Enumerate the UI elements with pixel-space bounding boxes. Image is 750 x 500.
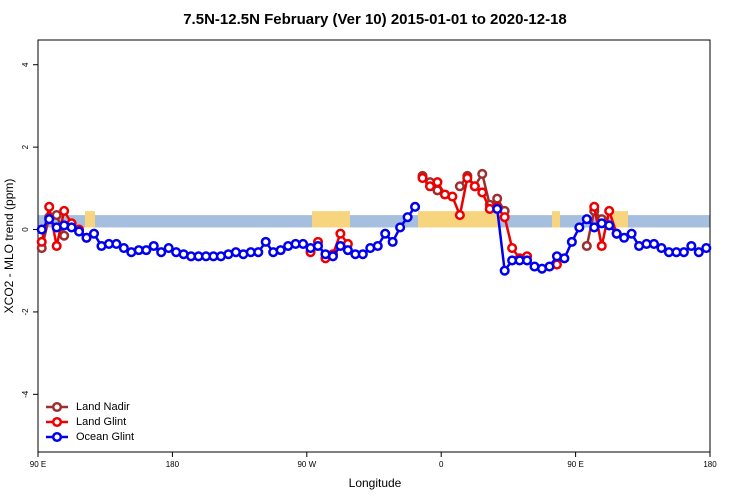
data-point <box>395 222 406 233</box>
data-point <box>387 236 398 247</box>
data-point <box>81 232 92 243</box>
data-point <box>454 181 465 192</box>
data-point <box>59 230 70 241</box>
data-point <box>701 243 712 254</box>
data-point <box>693 247 704 258</box>
data-point <box>589 222 600 233</box>
data-point <box>507 243 518 254</box>
chart-title: 7.5N-12.5N February (Ver 10) 2015-01-01 … <box>183 11 567 28</box>
data-point <box>686 240 697 252</box>
legend-marker <box>51 431 63 443</box>
x-tick-label: 0 <box>439 460 444 469</box>
data-point <box>327 251 338 262</box>
y-tick-label: -2 <box>21 308 30 316</box>
data-point <box>447 191 458 202</box>
data-point <box>36 236 47 247</box>
data-point <box>335 240 346 252</box>
data-point <box>492 193 503 204</box>
data-point <box>589 201 600 212</box>
data-point <box>522 255 533 266</box>
data-point <box>156 247 167 258</box>
legend-label: Land Glint <box>76 416 126 428</box>
data-point <box>469 181 480 192</box>
x-tick-label: 90 W <box>297 460 316 469</box>
data-point <box>59 205 70 217</box>
data-point <box>88 228 100 239</box>
data-point <box>111 238 122 249</box>
land-patch <box>552 211 560 228</box>
land-patch <box>612 211 628 228</box>
data-point <box>402 212 413 223</box>
data-point <box>298 238 309 249</box>
data-point <box>260 236 271 247</box>
data-point <box>626 228 637 239</box>
x-tick-label: 90 E <box>30 460 46 469</box>
x-axis-label: Longitude <box>349 476 402 490</box>
data-point <box>74 226 85 237</box>
data-point <box>372 240 383 252</box>
data-point <box>581 240 592 252</box>
data-point <box>492 203 503 214</box>
y-axis-label: XCO2 - MLO trend (ppm) <box>2 179 16 314</box>
data-point <box>51 240 62 252</box>
data-point <box>335 228 346 239</box>
data-point <box>477 168 488 179</box>
data-point <box>44 201 55 212</box>
x-tick-label: 180 <box>703 460 717 469</box>
data-point <box>417 172 428 184</box>
data-point <box>424 181 436 192</box>
series-line <box>40 170 603 249</box>
data-point <box>253 247 264 258</box>
data-point <box>499 212 510 223</box>
data-point <box>163 243 174 254</box>
data-point <box>44 214 55 225</box>
data-point <box>604 220 615 231</box>
data-point <box>275 245 286 256</box>
data-point <box>574 222 585 233</box>
x-tick-label: 90 E <box>567 460 583 469</box>
data-point <box>36 224 47 235</box>
y-tick-label: 2 <box>21 144 30 149</box>
y-tick-label: 0 <box>21 227 30 232</box>
data-point <box>380 228 391 239</box>
land-patch <box>312 211 350 228</box>
y-tick-label: 4 <box>21 62 30 67</box>
data-point <box>619 232 630 243</box>
legend-marker <box>51 401 63 413</box>
data-point <box>544 261 555 272</box>
data-point <box>596 240 607 252</box>
data-point <box>357 249 368 260</box>
reference-band <box>38 215 710 228</box>
x-tick-label: 180 <box>166 460 180 469</box>
legend-label: Land Nadir <box>76 401 130 413</box>
data-point <box>611 228 622 239</box>
data-point <box>678 247 689 258</box>
data-point <box>581 214 592 225</box>
land-patch <box>85 211 95 228</box>
data-point <box>648 238 660 249</box>
data-point <box>141 245 152 256</box>
data-point <box>432 177 443 188</box>
y-tick-label: -4 <box>21 390 30 398</box>
legend-label: Ocean Glint <box>76 431 134 443</box>
data-point <box>312 240 324 252</box>
data-point <box>410 201 421 212</box>
data-point <box>342 245 353 256</box>
data-point <box>477 187 488 198</box>
data-point <box>148 240 159 252</box>
data-point <box>566 236 577 247</box>
data-point <box>499 265 510 276</box>
data-point <box>462 172 473 184</box>
data-point <box>454 210 465 221</box>
data-point <box>604 205 615 217</box>
data-point <box>559 253 570 264</box>
legend-marker <box>51 416 63 428</box>
data-point <box>656 243 667 254</box>
data-point <box>51 210 62 221</box>
data-point <box>66 222 77 233</box>
data-point <box>118 243 129 254</box>
